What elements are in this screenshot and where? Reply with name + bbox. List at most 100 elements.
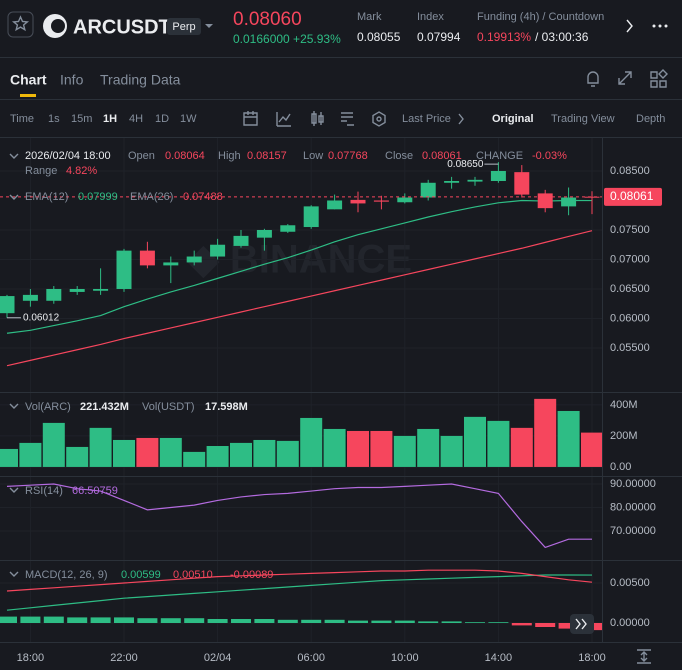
macd-hist: [67, 617, 88, 623]
macd-hist: [20, 616, 41, 623]
x-tick-label: 10:00: [391, 652, 419, 664]
last-price: 0.08060: [233, 9, 302, 30]
vol-label: Vol(USDT): [142, 401, 195, 413]
interval[interactable]: 1W: [180, 113, 197, 125]
macd-hist: [511, 623, 532, 626]
legend-value: 0.08061: [422, 150, 462, 162]
macd-hist: [137, 618, 158, 623]
interval[interactable]: 15m: [71, 113, 92, 125]
pane-divider: [0, 476, 682, 477]
y-tick-label: 0.00000: [610, 617, 650, 629]
candle-body: [186, 256, 202, 263]
macd-hist: [348, 620, 368, 623]
tab-chart[interactable]: Chart: [10, 72, 47, 88]
ema-value: 0.07999: [78, 191, 118, 203]
header-fade: [612, 0, 682, 52]
settings-icon[interactable]: [372, 111, 386, 127]
scroll-latest[interactable]: [570, 614, 594, 634]
y-tick-label: 80.00000: [610, 501, 656, 513]
candle-body: [397, 197, 413, 203]
macd-hist: [254, 619, 275, 623]
candle-body: [210, 244, 226, 257]
interval[interactable]: 1D: [155, 113, 169, 125]
candle-body: [93, 288, 109, 291]
volume-bar: [0, 448, 18, 467]
volume-bar: [581, 432, 603, 467]
price-type[interactable]: Last Price: [402, 113, 451, 125]
symbol[interactable]: ARCUSDT: [73, 16, 171, 38]
fullscreen-icon[interactable]: [618, 71, 632, 85]
settings-list-icon[interactable]: [341, 112, 354, 126]
layout-icon[interactable]: [650, 69, 668, 88]
candle-body: [327, 200, 343, 210]
axis-scale-icon[interactable]: [637, 649, 651, 664]
divider: [0, 57, 682, 58]
view-tradingview[interactable]: Trading View: [551, 113, 615, 125]
legend-label: High: [218, 150, 241, 162]
rsi-line: [6, 483, 593, 549]
ema-value: 0.07488: [183, 191, 223, 203]
collapse-arrow[interactable]: [9, 487, 19, 493]
badge-bg: [167, 18, 201, 35]
volume-bar: [440, 435, 463, 467]
volume-bar: [464, 416, 486, 467]
tab-trading-data[interactable]: Trading Data: [100, 72, 181, 88]
legend-value: 0.08064: [165, 150, 205, 162]
hist-value: -0.00089: [230, 569, 273, 581]
collapse-arrow[interactable]: [9, 571, 19, 577]
macd-hist: [535, 623, 556, 627]
collapse-arrow[interactable]: [9, 194, 19, 200]
perp-badge: Perp: [172, 21, 195, 33]
candle-body: [0, 296, 15, 314]
volume-bar: [393, 435, 416, 467]
calendar-icon[interactable]: [243, 111, 258, 126]
view-original[interactable]: Original: [492, 113, 534, 125]
interval[interactable]: 1s: [48, 113, 60, 125]
volume-bar: [323, 428, 346, 467]
interval[interactable]: 4H: [129, 113, 143, 125]
legend-label: CHANGE: [476, 150, 523, 162]
divider: [0, 99, 682, 100]
volume-bar: [42, 422, 65, 467]
volume-bar: [534, 398, 557, 467]
candle-body: [514, 172, 530, 195]
volume-bar: [347, 430, 369, 467]
funding-label: Funding (4h) / Countdown: [477, 11, 604, 23]
interval-active[interactable]: 1H: [103, 113, 117, 125]
collapse-arrow[interactable]: [9, 403, 19, 409]
legend-value: 0.08157: [247, 150, 287, 162]
tab-info[interactable]: Info: [60, 72, 84, 88]
candle-type-icon[interactable]: [311, 111, 324, 126]
y-tick-label: 70.00000: [610, 525, 656, 537]
legend-value: 4.82%: [66, 165, 97, 177]
macd-value: 0.00599: [121, 569, 161, 581]
macd-hist: [394, 620, 415, 623]
legend-label: Low: [303, 150, 323, 162]
macd-hist: [277, 619, 298, 623]
macd-hist: [160, 618, 181, 623]
symbol-dropdown[interactable]: [205, 24, 213, 28]
macd-hist: [301, 619, 322, 623]
collapse-arrow[interactable]: [9, 153, 19, 159]
candle-body: [490, 170, 506, 182]
ema-line: [6, 199, 593, 334]
axis-divider: [602, 138, 603, 643]
view-depth[interactable]: Depth: [636, 113, 665, 125]
candle-body: [280, 225, 296, 232]
alert-icon[interactable]: [587, 71, 599, 87]
indicator-icon[interactable]: [276, 112, 291, 127]
candle-body: [46, 288, 62, 301]
legend-label: Close: [385, 150, 413, 162]
scroll-right[interactable]: [626, 19, 633, 33]
legend-label: Open: [128, 150, 155, 162]
macd-hist: [0, 616, 17, 623]
volume-bar: [417, 428, 440, 467]
candle-body: [584, 196, 600, 198]
macd-hist: [90, 617, 111, 623]
x-tick-label: 18:00: [578, 652, 606, 664]
candle-body: [561, 197, 577, 207]
macd-hist: [324, 619, 345, 623]
favorite-button[interactable]: [7, 11, 34, 38]
more-menu[interactable]: [652, 24, 668, 28]
volume-bar: [66, 446, 89, 467]
